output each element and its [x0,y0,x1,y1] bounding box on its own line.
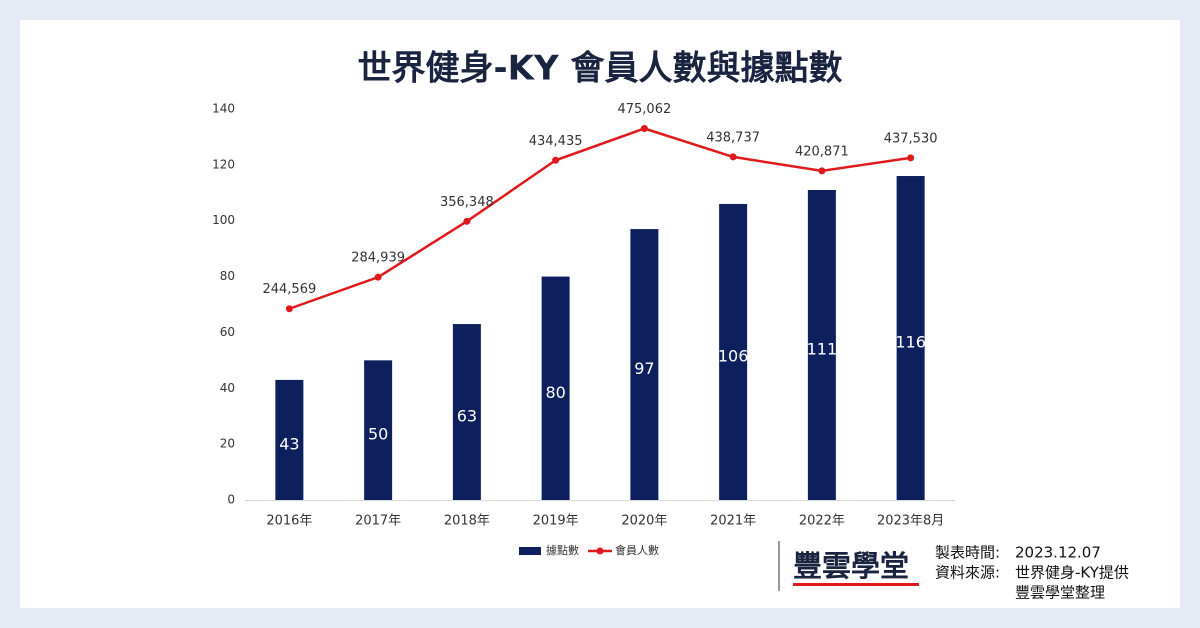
bar-value-label: 106 [718,346,749,365]
line-value-label: 356,348 [440,195,494,210]
bar [896,176,925,500]
y-tick-label: 60 [220,325,235,339]
bar-value-label: 111 [807,339,838,358]
line-point [729,153,737,161]
line-value-label: 420,871 [795,144,849,159]
source-label: 資料來源: [935,564,1000,582]
x-tick-label: 2016年 [266,514,312,529]
bar [719,203,748,500]
x-tick-label: 2021年 [710,514,756,529]
legend-swatch [596,547,604,555]
card [20,20,1180,608]
y-tick-label: 120 [212,157,235,171]
bar [364,360,393,500]
bar [807,189,836,500]
x-tick-label: 2020年 [621,514,667,529]
y-tick-label: 0 [227,493,235,507]
bar-value-label: 50 [368,425,388,444]
y-tick-label: 20 [220,437,235,451]
legend-swatch [519,547,541,555]
date: 2023.12.07 [1015,544,1101,562]
y-tick-label: 80 [220,269,235,283]
line-value-label: 437,530 [884,131,938,146]
bar [275,379,304,500]
x-tick-label: 2022年 [799,514,845,529]
bar-value-label: 97 [634,359,654,378]
source: 豐雲學堂整理 [1015,584,1105,602]
y-tick-label: 140 [212,102,235,116]
line-point [907,154,915,162]
line-point [552,156,560,164]
x-tick-label: 2023年8月 [877,514,944,529]
x-tick-label: 2019年 [533,514,579,529]
line-point [818,167,826,175]
line-value-label: 244,569 [262,282,316,297]
logo: 豐雲學堂 [793,549,909,583]
line-value-label: 475,062 [617,102,671,117]
bar-value-label: 63 [457,407,477,426]
line [288,127,911,310]
line-point [640,125,648,133]
x-tick-label: 2017年 [355,514,401,529]
x-tick-label: 2018年 [444,514,490,529]
source: 世界健身-KY提供 [1015,564,1129,582]
line-point [463,217,471,225]
bar-value-label: 80 [545,383,565,402]
y-tick-label: 40 [220,381,235,395]
date-label: 製表時間: [935,544,1000,562]
legend-label: 會員人數 [615,543,659,557]
y-tick-label: 100 [212,213,235,227]
logo-underline [793,583,919,586]
line-point [285,305,293,313]
bar-value-label: 116 [895,333,926,352]
line-value-label: 284,939 [351,251,405,266]
line-value-label: 434,435 [529,134,583,149]
bar [541,276,570,500]
bar-value-label: 43 [279,434,299,453]
bar [452,324,481,500]
chart-title: 世界健身-KY 會員人數與據點數 [358,49,843,89]
bar [630,229,659,501]
line-value-label: 438,737 [706,130,760,145]
line-point [374,273,382,281]
legend-label: 據點數 [546,543,579,557]
